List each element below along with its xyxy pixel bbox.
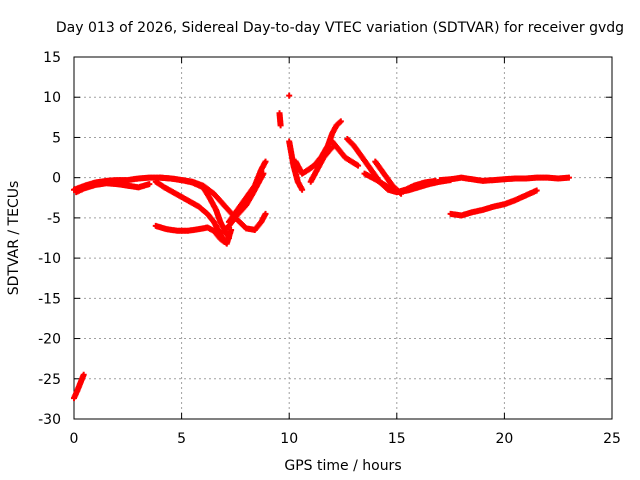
x-tick-label: 25 xyxy=(603,431,621,447)
data-point xyxy=(286,92,293,99)
data-point xyxy=(299,186,306,193)
series-track-r xyxy=(436,174,572,184)
x-tick-label: 20 xyxy=(495,431,513,447)
y-tick-label: -20 xyxy=(38,332,61,348)
series-track-m xyxy=(307,142,338,185)
data-point xyxy=(262,158,269,165)
series-track-s xyxy=(447,187,540,219)
series-track-d xyxy=(152,222,228,246)
data-point xyxy=(262,210,269,217)
grid-lines xyxy=(74,57,612,419)
y-tick-label: -30 xyxy=(38,412,61,428)
data-point xyxy=(398,190,405,197)
chart-title: Day 013 of 2026, Sidereal Day-to-day VTE… xyxy=(56,20,624,36)
data-point xyxy=(533,187,540,194)
y-tick-label: -25 xyxy=(38,372,61,388)
x-tick-label: 0 xyxy=(70,431,79,447)
series-track-h xyxy=(71,371,87,402)
data-point xyxy=(228,226,235,233)
data-points xyxy=(71,92,572,402)
series-track-k xyxy=(286,138,306,193)
data-point xyxy=(337,118,344,125)
x-tick-label: 15 xyxy=(388,431,406,447)
data-point xyxy=(146,181,153,188)
data-point xyxy=(565,174,572,181)
y-tick-label: 15 xyxy=(43,50,61,66)
x-axis-label: GPS time / hours xyxy=(284,458,401,474)
y-tick-label: -15 xyxy=(38,291,61,307)
data-point xyxy=(80,371,87,378)
data-point xyxy=(277,122,284,129)
plot-frame xyxy=(73,56,613,420)
series-track-b xyxy=(73,180,153,196)
y-tick-label: 0 xyxy=(52,171,61,187)
series-track-n xyxy=(329,138,362,169)
series-track-q xyxy=(372,158,405,197)
series-track-c xyxy=(152,178,235,247)
data-point xyxy=(221,239,228,246)
data-point xyxy=(355,162,362,169)
x-tick-label: 5 xyxy=(177,431,186,447)
x-tick-label: 10 xyxy=(280,431,298,447)
series-track-i xyxy=(276,110,284,129)
series-track-j xyxy=(286,92,293,99)
y-tick-label: 5 xyxy=(52,130,61,146)
y-tick-label: -10 xyxy=(38,251,61,267)
y-axis-label: SDTVAR / TECUs xyxy=(6,181,22,296)
y-tick-label: 10 xyxy=(43,90,61,106)
y-tick-label: -5 xyxy=(47,211,61,227)
series-track-e xyxy=(157,174,269,233)
series-track-g xyxy=(225,158,269,225)
axis-ticks: 0 5 10 15 20 25 -30 -25 -20 -15 -10 -5 0 5 10 15 xyxy=(38,50,621,447)
